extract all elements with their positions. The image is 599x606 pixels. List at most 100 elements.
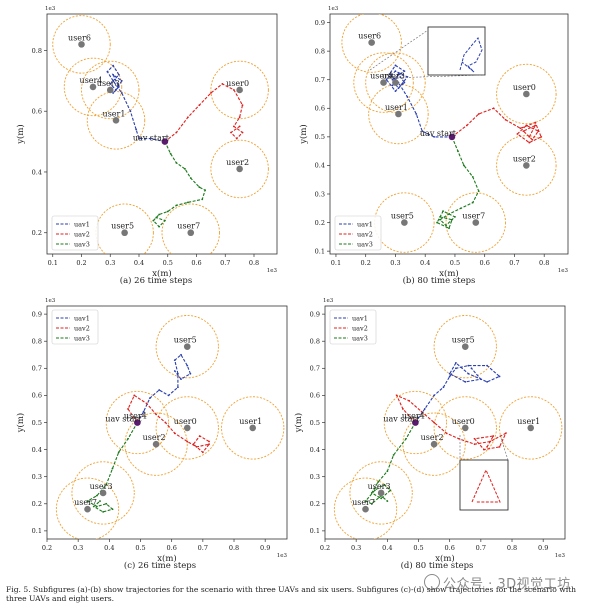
user-label: user4 — [80, 76, 103, 85]
user-label: user0 — [452, 417, 475, 426]
uav1-waypoint — [470, 367, 473, 370]
x-exponent: 1e3 — [555, 553, 566, 559]
uav2-trajectory — [164, 83, 244, 143]
uav1-waypoint — [448, 372, 451, 375]
y-tick-label: 0.5 — [32, 419, 42, 427]
coverage-circle — [210, 60, 269, 120]
uav2-waypoint — [155, 413, 157, 416]
coverage-circle — [499, 396, 563, 460]
user-marker — [183, 424, 191, 432]
x-exponent: 1e3 — [277, 553, 288, 559]
uav2-waypoint — [186, 116, 189, 119]
uav1-waypoint — [486, 380, 488, 383]
user-marker — [527, 424, 535, 432]
uav1-waypoint — [397, 87, 400, 90]
uav3-waypoint — [99, 500, 101, 502]
user-label: user6 — [358, 32, 381, 41]
x-axis-label: x(m) — [157, 553, 177, 564]
uav2-waypoint — [208, 443, 210, 446]
x-tick-label: 0.5 — [413, 544, 423, 552]
start-label: uav start — [383, 415, 420, 424]
uav2-waypoint — [537, 130, 540, 133]
start-marker — [134, 419, 141, 426]
uav3-waypoint — [186, 201, 189, 204]
uav2-waypoint — [408, 399, 411, 402]
uav1-waypoint — [467, 372, 470, 375]
coverage-circle — [496, 63, 557, 125]
uav1-waypoint — [180, 378, 182, 381]
uav3-trajectory — [364, 422, 416, 505]
legend-label: uav1 — [74, 220, 90, 228]
uav2-waypoint — [195, 445, 198, 448]
plot-area: user5 user4 user0 user1 user2 user3 user7 uav s… — [333, 315, 563, 539]
y-tick-label: 0.9 — [310, 310, 320, 318]
plot-frame — [46, 13, 278, 255]
uav3-waypoint — [386, 500, 389, 502]
y-tick-label: 0.4 — [310, 446, 320, 454]
y-tick-label: 0.4 — [315, 162, 325, 170]
y-tick-label: 0.3 — [315, 190, 325, 198]
uav2-waypoint — [486, 445, 488, 448]
coverage-circle — [71, 461, 135, 525]
user-label: user3 — [90, 482, 113, 491]
user-label: user5 — [391, 212, 414, 221]
uav2-waypoint — [238, 116, 241, 119]
uav1-waypoint — [189, 372, 192, 375]
uav2-waypoint — [241, 131, 244, 134]
uav2-waypoint — [201, 451, 204, 454]
watermark: 公众号 · 3D视觉工坊 — [424, 573, 571, 592]
y-tick-label: 0.3 — [32, 473, 42, 481]
start-marker — [412, 419, 419, 426]
coverage-circle — [402, 412, 466, 476]
uav1-waypoint — [406, 95, 409, 98]
uav1-waypoint — [391, 78, 394, 81]
uav1-waypoint — [149, 137, 152, 140]
y-tick-label: 0.9 — [315, 19, 325, 27]
y-tick-label: 0.1 — [32, 527, 42, 535]
user-label: user3 — [97, 79, 120, 88]
uav3-waypoint — [152, 219, 155, 222]
user-marker — [472, 219, 480, 226]
x-tick-label: 0.2 — [76, 259, 86, 267]
uav2-waypoint — [540, 135, 543, 138]
plot-area: user5 user4 user0 user1 user2 user3 user7 uav s… — [55, 315, 285, 539]
x-tick-label: 0.5 — [135, 544, 145, 552]
uav3-waypoint — [383, 483, 386, 486]
user-label: user3 — [368, 482, 391, 491]
start-label: uav start — [105, 415, 142, 424]
y-tick-label: 0.8 — [32, 338, 42, 346]
inset-connector — [369, 29, 429, 71]
x-tick-label: 0.6 — [445, 544, 455, 552]
y-exponent: 1e3 — [45, 6, 56, 12]
coverage-circle — [383, 390, 448, 455]
uav2-waypoint — [489, 440, 492, 443]
coverage-circle — [63, 57, 123, 117]
uav1-waypoint — [423, 408, 426, 410]
uav2-waypoint — [473, 437, 476, 440]
uav3-waypoint — [169, 152, 172, 155]
uav3-waypoint — [175, 204, 178, 207]
uav1-waypoint — [415, 113, 418, 115]
x-tick-label: 0.4 — [104, 544, 114, 552]
x-tick-label: 0.6 — [167, 544, 177, 552]
uav1-waypoint — [129, 110, 132, 113]
uav3-waypoint — [380, 497, 383, 500]
uav2-waypoint — [238, 125, 241, 128]
user-marker — [236, 165, 243, 173]
uav1-waypoint — [138, 137, 140, 140]
uav2-waypoint — [516, 133, 519, 135]
y-tick-label: 0.6 — [32, 108, 42, 116]
uav1-waypoint — [498, 375, 501, 378]
wechat-icon — [424, 574, 440, 590]
x-axis-label: x(m) — [439, 268, 459, 279]
user-label: user3 — [382, 72, 405, 81]
watermark-text: 公众号 · 3D视觉工坊 — [443, 577, 571, 592]
uav1-waypoint — [106, 70, 109, 73]
legend-label: uav3 — [357, 240, 373, 248]
uav2-waypoint — [186, 440, 189, 443]
user-label: user0 — [174, 417, 197, 426]
uav1-waypoint — [391, 84, 394, 87]
uav1-waypoint — [142, 410, 145, 413]
uav2-waypoint — [473, 443, 476, 446]
uav1-inset-trajectory — [459, 37, 483, 73]
